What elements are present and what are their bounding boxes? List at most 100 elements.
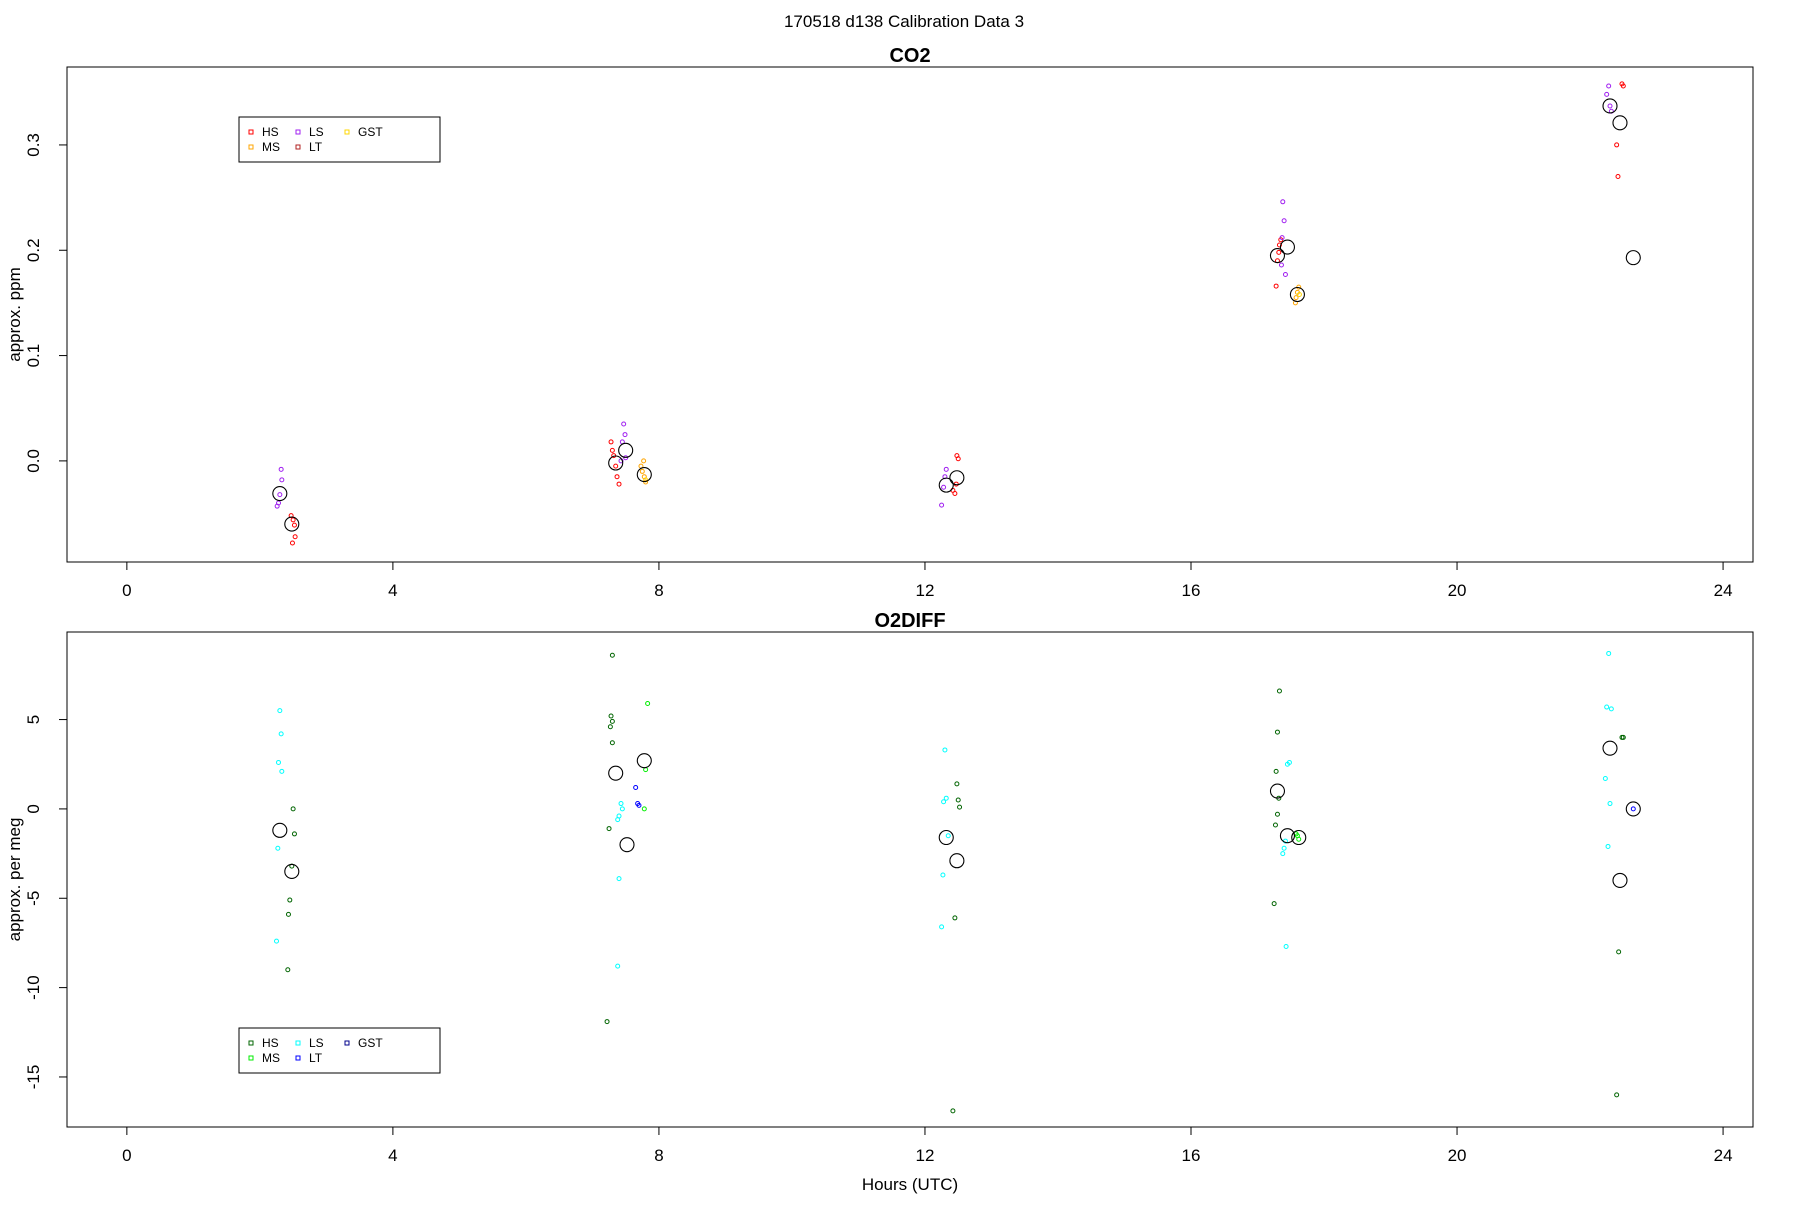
co2-point-hs	[608, 439, 614, 445]
co2-point-mean	[618, 442, 634, 458]
o2diff-y-tick-label: -15	[24, 1065, 43, 1090]
co2-point-hs	[289, 540, 295, 546]
figure-title: 170518 d138 Calibration Data 3	[784, 12, 1024, 31]
o2diff-point-hs	[609, 652, 615, 658]
co2-legend-marker-ls	[295, 129, 301, 135]
o2diff-point-ls	[1281, 845, 1287, 851]
co2-point-hs	[616, 481, 622, 487]
o2diff-y-tick-label: -5	[24, 891, 43, 906]
co2-point-hs	[290, 517, 296, 523]
co2-point-gst	[1296, 291, 1302, 297]
o2diff-legend-label-gst: GST	[358, 1036, 383, 1050]
co2-point-hs	[291, 522, 297, 528]
o2diff-point-lt	[633, 784, 639, 790]
o2diff-point-hs	[1614, 1092, 1620, 1098]
co2-point-ls	[1606, 83, 1612, 89]
co2-point-mean	[1625, 250, 1641, 266]
co2-point-ls	[279, 477, 285, 483]
o2diff-legend-marker-hs	[248, 1040, 254, 1046]
co2-legend-label-ms: MS	[262, 140, 280, 154]
o2diff-point-ls	[940, 872, 946, 878]
o2diff-point-mean	[1602, 740, 1618, 756]
co2-point-mean	[1289, 286, 1305, 303]
co2-point-ls	[623, 455, 629, 461]
co2-point-ls	[1280, 199, 1286, 205]
o2diff-legend-marker-lt	[295, 1055, 301, 1061]
co2-point-ms	[639, 468, 645, 474]
o2diff-point-ls	[939, 924, 945, 930]
co2-panel: CO2 0 4 8 12 16 20 24 0.0 0.1 0.2 0.3 approx. ppm HSM…	[5, 45, 1754, 600]
co2-point-ls	[274, 503, 280, 509]
co2-x-tick-label: 4	[388, 581, 397, 600]
co2-point-ls	[1279, 235, 1285, 241]
o2diff-point-hs	[607, 724, 613, 730]
o2diff-point-hs	[1273, 768, 1279, 774]
o2diff-legend-box	[238, 1027, 441, 1074]
o2diff-legend-marker-ls	[295, 1040, 301, 1046]
co2-point-hs	[952, 491, 958, 497]
o2diff-point-ms	[1296, 836, 1302, 842]
o2diff-point-hs	[290, 806, 296, 812]
co2-x-tick-label: 0	[122, 581, 131, 600]
o2diff-legend-label-hs: HS	[262, 1036, 279, 1050]
o2diff-point-mean	[1269, 783, 1286, 799]
co2-point-hs	[1276, 242, 1282, 248]
o2diff-x-tick-label: 8	[654, 1146, 663, 1165]
o2diff-x-tick-label: 20	[1448, 1146, 1467, 1165]
co2-title: CO2	[889, 45, 930, 67]
co2-point-ls	[622, 432, 628, 438]
co2-point-hs	[613, 463, 619, 469]
o2diff-point-hs	[609, 718, 615, 724]
o2diff-point-hs	[1274, 811, 1280, 817]
co2-point-mean	[1269, 247, 1286, 264]
co2-point-ms	[1293, 295, 1299, 301]
o2diff-title: O2DIFF	[874, 610, 945, 632]
o2diff-point-ms	[645, 700, 651, 706]
co2-legend-box	[238, 116, 441, 163]
co2-point-mean	[1279, 239, 1295, 255]
o2diff-point-mean	[608, 765, 624, 781]
o2diff-point-lt	[1630, 806, 1636, 812]
o2diff-x-axis-label: Hours (UTC)	[862, 1175, 958, 1194]
o2diff-point-mean	[938, 829, 954, 846]
co2-point-hs	[1615, 174, 1621, 180]
co2-legend-label-hs: HS	[262, 125, 279, 139]
o2diff-point-hs	[606, 826, 612, 832]
co2-point-hs	[955, 456, 961, 462]
co2-y-tick-label: 0.1	[24, 344, 43, 368]
o2diff-point-hs	[1271, 901, 1277, 907]
o2diff-legend-marker-gst	[344, 1040, 350, 1046]
o2diff-point-ls	[274, 938, 280, 944]
o2diff-point-ls	[275, 759, 281, 765]
co2-point-mean	[1602, 98, 1618, 114]
o2diff-y-tick-label: -10	[24, 975, 43, 1000]
co2-y-tick-label: 0.0	[24, 449, 43, 473]
co2-point-hs	[292, 534, 298, 540]
o2diff-point-hs	[1276, 688, 1282, 694]
o2diff-point-ls	[1284, 761, 1290, 767]
o2diff-point-hs	[957, 804, 963, 810]
co2-y-tick-label: 0.3	[24, 133, 43, 157]
o2diff-point-hs	[609, 740, 615, 746]
co2-point-hs	[1273, 283, 1279, 289]
o2diff-point-hs	[952, 915, 958, 921]
o2diff-point-mean	[1279, 828, 1295, 844]
o2diff-point-ls	[942, 747, 948, 753]
o2diff-point-hs	[285, 967, 291, 973]
co2-point-ls	[1278, 262, 1284, 268]
co2-legend-marker-hs	[248, 129, 254, 135]
co2-legend-label-lt: LT	[309, 140, 323, 154]
o2diff-point-ls	[943, 795, 949, 801]
co2-point-mean	[938, 477, 954, 493]
co2-legend-marker-ms	[248, 144, 254, 150]
co2-point-ls	[1282, 271, 1288, 277]
o2diff-point-ls	[275, 845, 281, 851]
co2-point-ls	[277, 492, 283, 498]
o2diff-point-hs	[1616, 949, 1622, 955]
o2diff-point-ls	[615, 963, 621, 969]
co2-x-tick-label: 16	[1182, 581, 1201, 600]
co2-point-ls	[278, 466, 284, 472]
o2diff-point-hs	[1272, 822, 1278, 828]
